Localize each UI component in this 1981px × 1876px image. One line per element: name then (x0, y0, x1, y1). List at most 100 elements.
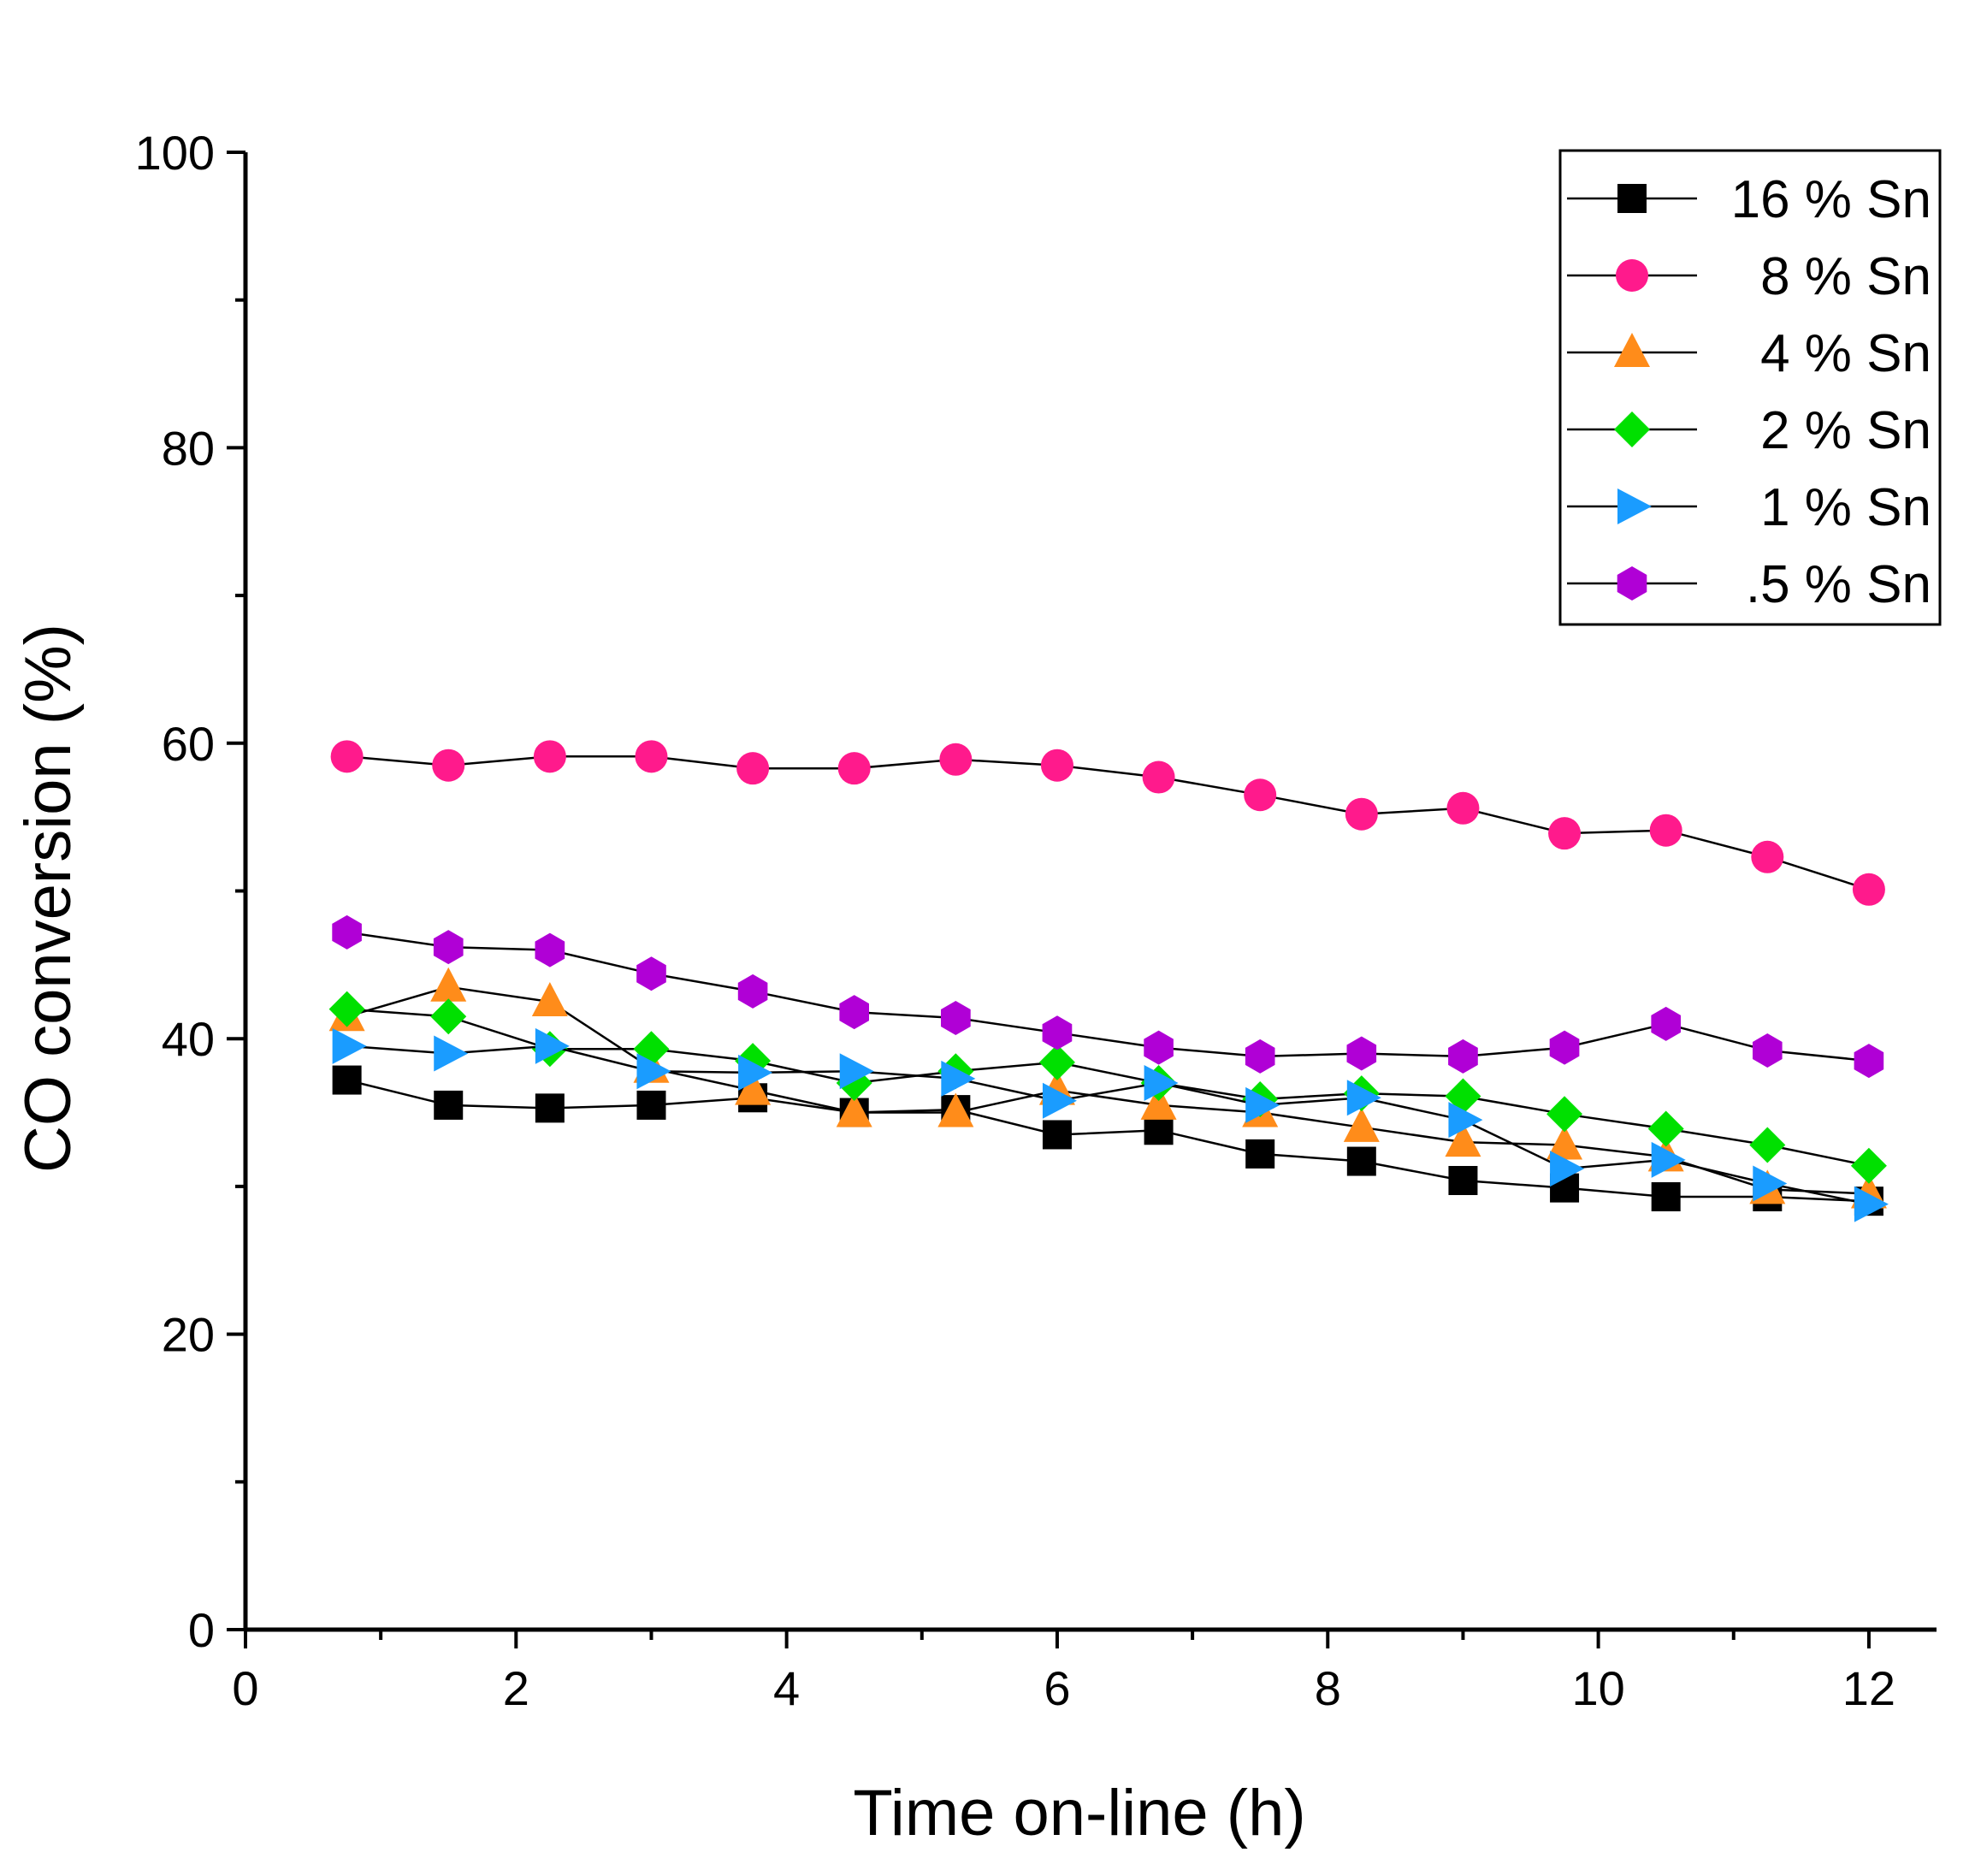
data-point (1245, 1086, 1280, 1123)
legend: 16 % Sn 8 % Sn 4 % Sn 2 % Sn 1 % Sn .5 % Sn (1558, 149, 1942, 626)
legend-marker (1614, 411, 1650, 447)
x-tick-label: 6 (1044, 1661, 1070, 1715)
data-point (1651, 1141, 1686, 1178)
x-tick-label: 0 (232, 1661, 258, 1715)
series-line (346, 931, 1870, 1062)
data-point (941, 1001, 971, 1035)
legend-label: 2 % Sn (1760, 401, 1931, 460)
data-point (738, 1054, 773, 1091)
data-point (1649, 814, 1682, 847)
data-point (1245, 1139, 1275, 1169)
series-line (346, 755, 1870, 891)
data-point (1140, 1085, 1177, 1120)
data-point (1546, 1096, 1583, 1133)
legend-item: 1 % Sn (1567, 478, 1931, 537)
data-point (535, 1093, 565, 1123)
data-point (1651, 1181, 1681, 1211)
legend-item: 8 % Sn (1567, 247, 1931, 306)
data-point (1346, 1036, 1377, 1071)
data-point (1042, 1015, 1073, 1050)
legend-marker (1617, 566, 1647, 601)
data-point (1042, 1120, 1072, 1150)
data-point (533, 740, 566, 773)
data-point (1144, 1030, 1174, 1065)
legend-label: .5 % Sn (1746, 555, 1931, 614)
data-point (839, 1053, 874, 1090)
data-point (1142, 760, 1175, 794)
data-point (736, 752, 770, 785)
y-tick-label: 80 (162, 421, 215, 475)
data-point (1751, 840, 1784, 873)
y-tick-label: 100 (135, 126, 215, 180)
x-tick-label: 4 (773, 1661, 800, 1715)
data-point (1854, 1044, 1884, 1079)
series-1 (330, 740, 1885, 906)
y-tick-label: 20 (162, 1308, 215, 1362)
data-point (434, 1035, 469, 1072)
data-point (1548, 817, 1582, 850)
data-point (332, 1065, 362, 1095)
data-point (1042, 1082, 1077, 1119)
data-point (1144, 1065, 1179, 1102)
data-point (1346, 1146, 1376, 1176)
series-4 (332, 1027, 1889, 1222)
legend-item: 2 % Sn (1567, 401, 1931, 460)
data-point (1753, 1165, 1788, 1202)
data-point (1448, 1102, 1483, 1139)
x-tick-label: 10 (1571, 1661, 1624, 1715)
data-point (332, 914, 362, 950)
y-tick-label: 0 (188, 1603, 215, 1657)
data-point (434, 1090, 464, 1120)
series-line (346, 1008, 1870, 1167)
legend-item: .5 % Sn (1567, 555, 1931, 614)
data-point (941, 1060, 976, 1097)
data-point (1749, 1127, 1786, 1163)
data-point (330, 740, 364, 773)
legend-marker (1616, 259, 1648, 292)
data-point (836, 1092, 872, 1127)
data-point (433, 930, 464, 965)
data-point (1445, 1122, 1481, 1157)
data-point (837, 752, 871, 785)
data-point (1549, 1030, 1580, 1065)
data-point (332, 1027, 367, 1064)
legend-label: 4 % Sn (1760, 324, 1931, 383)
data-point (1852, 873, 1885, 906)
series-line (346, 1045, 1870, 1205)
data-point (1753, 1033, 1783, 1068)
data-point (1040, 749, 1073, 782)
legend-box (1558, 149, 1942, 626)
legend-label: 1 % Sn (1760, 478, 1931, 537)
data-point (1144, 1116, 1174, 1145)
legend-marker (1617, 488, 1652, 524)
legend-item: 16 % Sn (1567, 170, 1931, 229)
y-axis-title: CO conversion (%) (12, 624, 85, 1173)
data-point (636, 1053, 671, 1090)
data-point (636, 956, 666, 991)
data-point (430, 998, 467, 1035)
data-point (1647, 1110, 1684, 1147)
series-layer (328, 740, 1889, 1222)
x-tick-label: 8 (1315, 1661, 1341, 1715)
data-point (1244, 778, 1277, 812)
data-point (635, 740, 668, 773)
data-point (531, 982, 568, 1017)
data-point (1346, 1080, 1381, 1116)
data-point (937, 1092, 974, 1127)
y-tick-label: 40 (162, 1012, 215, 1066)
data-point (535, 932, 565, 968)
legend-marker (1614, 333, 1650, 367)
data-point (1854, 1186, 1889, 1222)
legend-label: 8 % Sn (1760, 247, 1931, 306)
data-point (839, 995, 869, 1030)
x-tick-label: 2 (503, 1661, 529, 1715)
x-axis-title: Time on-line (h) (853, 1777, 1305, 1849)
series-line (346, 1079, 1869, 1203)
series-line (346, 985, 1869, 1195)
data-point (430, 967, 467, 1002)
data-point (1550, 1151, 1585, 1187)
legend-label: 16 % Sn (1731, 170, 1931, 229)
data-point (735, 1070, 772, 1105)
data-point (1038, 1044, 1075, 1080)
